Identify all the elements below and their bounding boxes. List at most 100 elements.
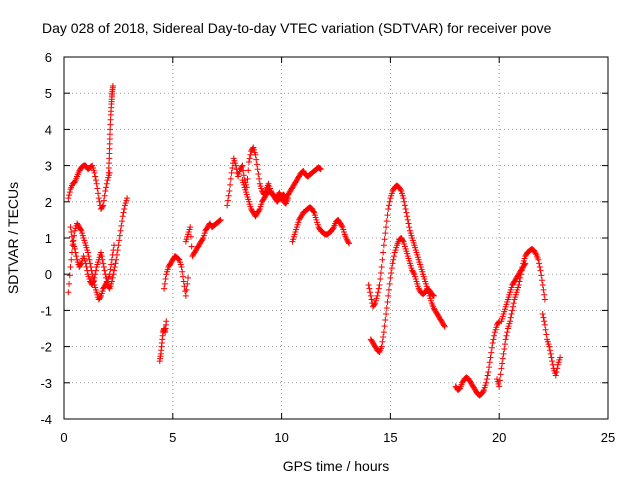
y-axis-label: SDTVAR / TECUs (5, 182, 21, 294)
data-point (179, 273, 186, 280)
data-point (182, 292, 189, 299)
data-point (368, 296, 375, 303)
data-point (532, 250, 539, 257)
data-point (501, 346, 508, 353)
data-point (95, 195, 102, 202)
data-point (383, 218, 390, 225)
data-point (429, 291, 436, 298)
data-point (495, 319, 502, 326)
data-point (161, 285, 168, 292)
data-point (174, 255, 181, 262)
data-point (256, 175, 263, 182)
data-point (406, 224, 413, 231)
data-point (66, 192, 73, 199)
data-point (390, 256, 397, 263)
y-tick-label: 0 (45, 267, 52, 282)
x-tick-label: 5 (169, 430, 176, 445)
series-sat-g (182, 216, 224, 260)
data-point (73, 253, 80, 260)
data-point (256, 207, 263, 214)
data-point (116, 237, 123, 244)
data-point (430, 292, 437, 299)
data-point (504, 329, 511, 336)
data-point (510, 300, 517, 307)
y-tick-label: 2 (45, 195, 52, 210)
data-point (385, 206, 392, 213)
data-point (401, 198, 408, 205)
data-point (224, 202, 231, 209)
data-point (179, 268, 186, 275)
data-point (483, 379, 490, 386)
data-point (110, 271, 117, 278)
data-point (77, 261, 84, 268)
data-point (496, 377, 503, 384)
data-point (112, 260, 119, 267)
data-point (509, 303, 516, 310)
data-point (508, 311, 515, 318)
data-point (367, 292, 374, 299)
data-point (188, 243, 195, 250)
x-axis-label: GPS time / hours (283, 458, 390, 474)
data-point (480, 388, 487, 395)
data-point (515, 282, 522, 289)
data-point (536, 260, 543, 267)
data-point (94, 185, 101, 192)
data-point (485, 368, 492, 375)
series-sat-m (452, 318, 503, 399)
data-point (540, 286, 547, 293)
data-point (163, 318, 170, 325)
data-point (239, 162, 246, 169)
data-point (380, 249, 387, 256)
data-point (119, 213, 126, 220)
data-point (385, 286, 392, 293)
data-point (66, 272, 73, 279)
data-point (385, 202, 392, 209)
data-point (371, 301, 378, 308)
data-point (111, 263, 118, 270)
data-point (253, 156, 260, 163)
data-point (85, 253, 92, 260)
data-point (455, 386, 462, 393)
x-tick-label: 20 (492, 430, 506, 445)
data-point (111, 267, 118, 274)
data-point (161, 280, 168, 287)
data-point (103, 274, 110, 281)
data-point (400, 195, 407, 202)
data-point (441, 323, 448, 330)
data-point (92, 271, 99, 278)
data-point (317, 166, 324, 173)
data-point (216, 218, 223, 225)
data-point (226, 187, 233, 194)
data-point (488, 349, 495, 356)
data-point (216, 217, 223, 224)
data-point (378, 263, 385, 270)
data-point (507, 314, 514, 321)
data-point (240, 172, 247, 179)
data-point (554, 365, 561, 372)
data-point (430, 292, 437, 299)
data-point (381, 323, 388, 330)
data-point (99, 203, 106, 210)
data-point (66, 280, 73, 287)
data-point (113, 251, 120, 258)
data-point (488, 344, 495, 351)
data-point (108, 278, 115, 285)
data-point (124, 195, 131, 202)
data-point (376, 282, 383, 289)
data-point (384, 212, 391, 219)
data-point (557, 354, 564, 361)
data-point (102, 187, 109, 194)
data-point (375, 285, 382, 292)
data-point (397, 186, 404, 193)
data-point (380, 329, 387, 336)
series-sat-e (156, 318, 170, 365)
data-point (185, 274, 192, 281)
data-point (316, 165, 323, 172)
data-point (539, 311, 546, 318)
data-point (118, 222, 125, 229)
data-point (380, 242, 387, 249)
data-point (101, 267, 108, 274)
data-point (238, 163, 245, 170)
data-point (546, 347, 553, 354)
data-point (100, 263, 107, 270)
